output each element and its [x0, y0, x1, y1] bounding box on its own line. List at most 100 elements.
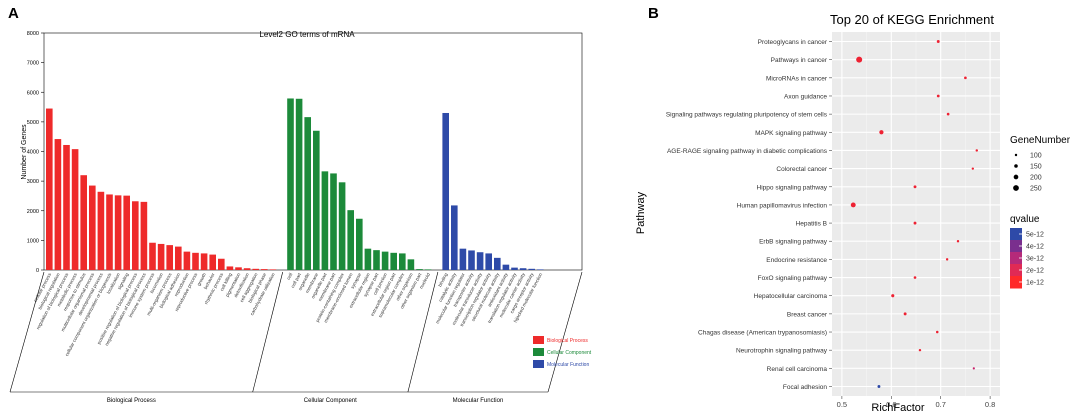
- go-bar: [71, 149, 79, 270]
- go-group-label: Cellular Component: [304, 398, 357, 404]
- kegg-point: [903, 312, 907, 316]
- go-frame-line: [547, 271, 583, 393]
- go-bar: [54, 139, 62, 270]
- go-bar: [468, 250, 475, 270]
- qvalue-color-bar-segment: [1010, 264, 1022, 277]
- kegg-pathway-label: MAPK signaling pathway: [755, 130, 828, 137]
- go-legend-label: Biological Process: [547, 338, 588, 344]
- size-legend-dot: [1014, 164, 1018, 168]
- go-bar: [485, 253, 492, 270]
- go-bar: [106, 194, 113, 270]
- panel-label-a: A: [8, 5, 19, 22]
- go-bar: [209, 254, 216, 270]
- go-bar: [390, 252, 397, 270]
- go-bar: [442, 112, 449, 270]
- kegg-point: [945, 258, 949, 261]
- kegg-pathway-label: AGE-RAGE signaling pathway in diabetic c…: [667, 148, 828, 155]
- kegg-size-legend: GeneNumber 100 150 200 250: [1010, 135, 1071, 193]
- go-bar: [149, 242, 156, 270]
- kegg-x-tick-label: 0.6: [886, 400, 896, 409]
- kegg-point: [964, 76, 967, 80]
- size-legend-dot: [1013, 174, 1019, 180]
- go-y-axis-label: Number of Genes: [21, 124, 28, 180]
- kegg-point: [936, 40, 940, 43]
- go-bar: [502, 264, 510, 270]
- qvalue-color-bar-segment: [1010, 276, 1022, 289]
- go-bar: [63, 144, 70, 270]
- kegg-pathway-label: Hepatocellular carcinoma: [754, 293, 828, 300]
- kegg-y-tick-labels: Proteoglycans in cancer Pathways in cance…: [666, 39, 828, 391]
- go-bar: [476, 252, 484, 270]
- go-bar: [269, 269, 277, 270]
- go-y-tick-label: 8000: [27, 31, 39, 37]
- go-bar: [537, 269, 544, 270]
- kegg-pathway-label: Breast cancer: [787, 311, 828, 318]
- go-bar: [287, 98, 294, 270]
- kegg-pathway-label: Hepatitis B: [796, 221, 827, 228]
- kegg-pathway-label: ErbB signaling pathway: [759, 239, 828, 246]
- qvalue-color-bar-segment: [1010, 252, 1022, 265]
- kegg-point: [879, 130, 884, 135]
- kegg-point: [971, 167, 974, 170]
- go-y-tick-label: 2000: [27, 209, 39, 215]
- go-bar: [364, 248, 372, 270]
- kegg-pathway-label: Endocrine resistance: [766, 257, 827, 264]
- go-bar: [192, 252, 199, 270]
- go-bars: [46, 98, 544, 270]
- go-y-tick-label: 6000: [27, 90, 39, 96]
- go-y-tick-label: 4000: [27, 150, 39, 156]
- kegg-point: [913, 276, 917, 279]
- size-legend-title: GeneNumber: [1010, 135, 1071, 146]
- go-y-tick-label: 5000: [27, 120, 39, 126]
- go-bar: [140, 201, 148, 270]
- go-bar: [494, 257, 501, 270]
- kegg-pathway-label: Human papillomavirus infection: [737, 202, 828, 209]
- go-bar: [226, 266, 234, 270]
- qvalue-label: 3e-12: [1026, 256, 1044, 263]
- go-bar: [304, 117, 311, 270]
- kegg-point: [891, 294, 895, 298]
- kegg-pathway-label: Hippo signaling pathway: [757, 184, 828, 191]
- go-bar: [252, 268, 259, 270]
- kegg-pathway-label: Pathways in cancer: [771, 57, 828, 64]
- go-bar: [114, 195, 122, 270]
- go-bar-chart: Level2 GO terms of mRNA Number of Genes …: [9, 30, 592, 404]
- go-bar: [261, 269, 268, 270]
- kegg-point: [946, 112, 950, 116]
- go-bar: [347, 210, 354, 270]
- kegg-x-axis-label: RichFactor: [871, 402, 925, 414]
- go-legend-label: Molecular Function: [547, 362, 589, 368]
- go-bar: [321, 171, 329, 270]
- qvalue-label: 4e-12: [1026, 244, 1044, 251]
- go-bar: [123, 195, 130, 270]
- qvalue-label: 5e-12: [1026, 232, 1044, 239]
- kegg-chart-title: Top 20 of KEGG Enrichment: [830, 12, 994, 27]
- kegg-point: [913, 221, 917, 225]
- go-bar: [338, 182, 346, 270]
- go-bar: [528, 268, 535, 270]
- go-bar: [243, 268, 251, 270]
- go-bar: [183, 251, 191, 270]
- go-y-tick-label: 3000: [27, 179, 39, 185]
- kegg-point: [850, 202, 856, 208]
- kegg-pathway-label: Focal adhesion: [783, 384, 827, 391]
- go-x-tick-label: growth: [196, 272, 207, 287]
- go-chart-title: Level2 GO terms of mRNA: [259, 30, 355, 39]
- qvalue-color-bar-segment: [1010, 228, 1022, 241]
- go-x-tick-label: cell: [286, 272, 294, 280]
- kegg-point: [913, 185, 917, 189]
- kegg-pathway-label: Signaling pathways regulating pluripoten…: [666, 112, 828, 119]
- kegg-pathway-label: Proteoglycans in cancer: [758, 39, 828, 46]
- go-bar: [451, 205, 458, 270]
- go-bar: [46, 108, 53, 270]
- qvalue-label: 1e-12: [1026, 280, 1044, 287]
- go-frame-divider: [407, 271, 439, 393]
- go-bar: [356, 218, 363, 270]
- go-bar: [80, 175, 87, 270]
- kegg-x-tick-label: 0.7: [935, 400, 945, 409]
- go-legend-swatch: [533, 348, 544, 356]
- kegg-point: [877, 385, 881, 388]
- size-legend-dot: [1014, 153, 1018, 157]
